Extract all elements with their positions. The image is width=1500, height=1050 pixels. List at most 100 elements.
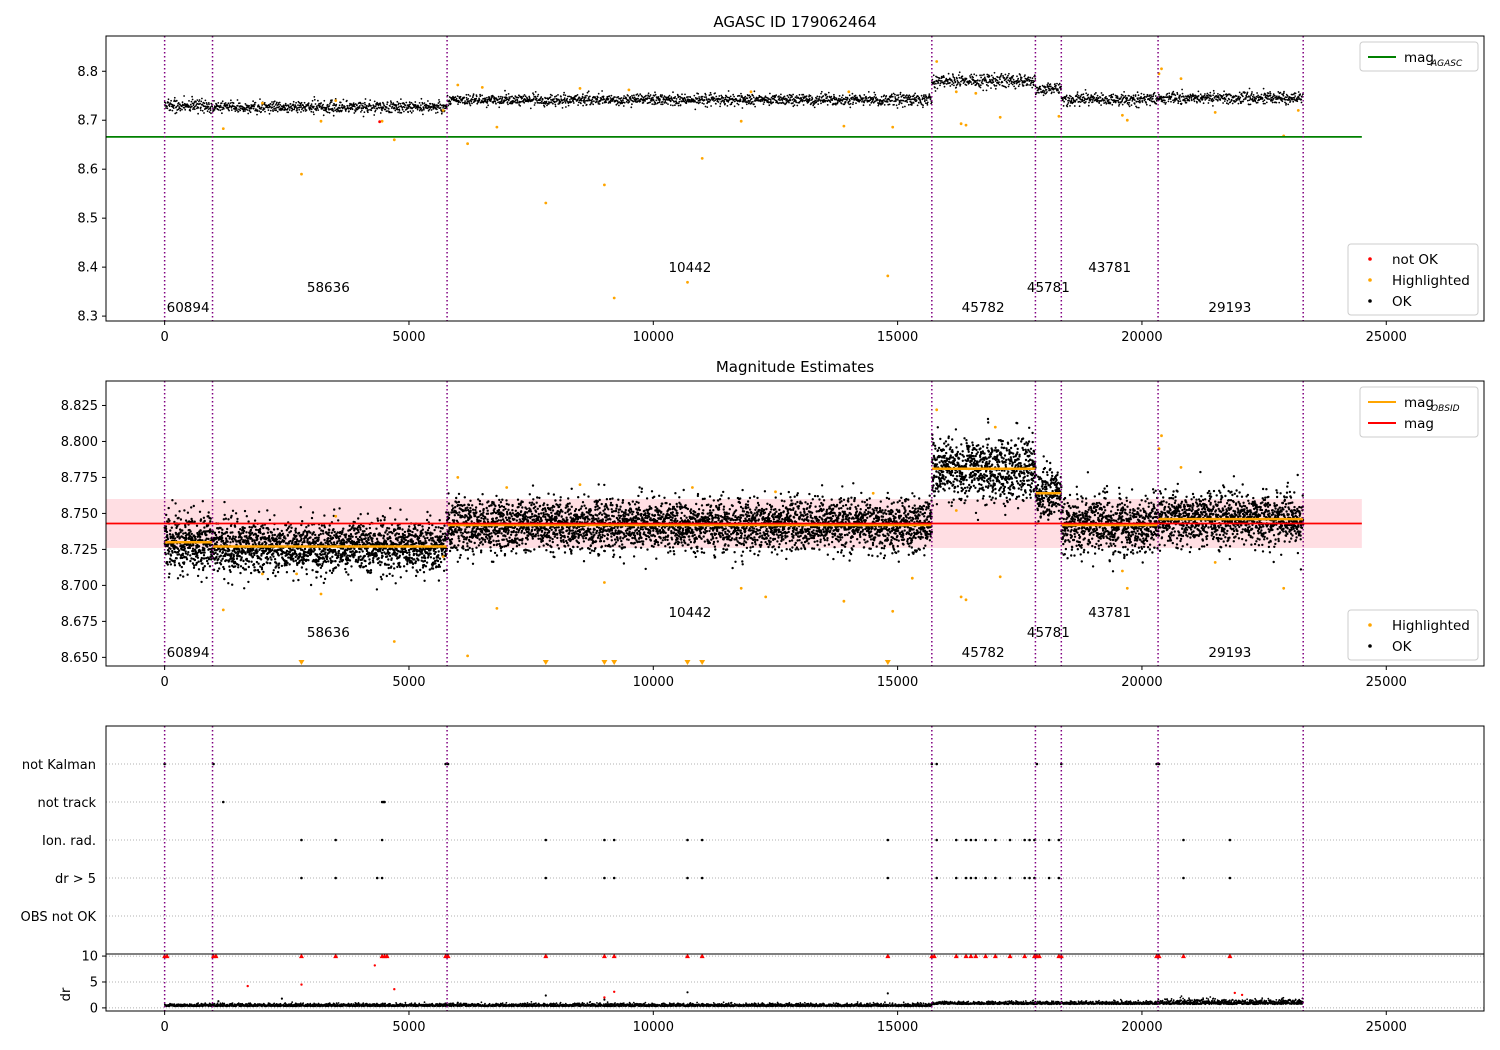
flag-point [1057, 838, 1061, 842]
x-axis: 0 5000 10000 15000 20000 25000 [160, 666, 1407, 690]
chart-title: AGASC ID 179062464 [713, 13, 876, 31]
below-range-marker [611, 660, 618, 665]
plot-area [106, 36, 1362, 321]
legend-label: OK [1392, 639, 1413, 655]
legend-frame [1359, 386, 1479, 438]
dr-clipped-marker [992, 954, 998, 959]
y-tick-label: 8.825 [61, 399, 98, 414]
not-ok-point [378, 120, 382, 124]
x-tick-label: 15000 [877, 675, 918, 690]
plot-area [106, 954, 1484, 1011]
x-tick-label: 5000 [392, 1020, 425, 1035]
y-tick-label: 8.700 [61, 579, 98, 594]
flag-point [954, 838, 958, 842]
y-tick-label: 8.6 [77, 163, 98, 178]
legend-dot-swatch [1368, 257, 1372, 261]
flag-point [994, 876, 997, 880]
legend-label: mag [1404, 395, 1434, 411]
below-range-marker [601, 660, 608, 665]
flag-point [1047, 838, 1051, 842]
x-tick-label: 20000 [1121, 1020, 1162, 1035]
below-range-marker [298, 660, 305, 665]
flag-category-label: not Kalman [22, 758, 96, 773]
chart-title: Magnitude Estimates [716, 358, 874, 376]
flag-category-label: Ion. rad. [42, 834, 96, 849]
legend-label: Highlighted [1392, 273, 1470, 289]
flag-point [375, 876, 379, 880]
legend-frame [1347, 243, 1479, 316]
dr-clipped-marker [601, 954, 607, 959]
dr-clipped-marker [963, 954, 969, 959]
legend-label: not OK [1392, 252, 1439, 268]
ok-points [163, 71, 1304, 118]
flag-point [1028, 838, 1031, 842]
legend-label-subscript: OBSID [1431, 404, 1460, 414]
legend-label: mag [1404, 50, 1434, 66]
y-axis: 8.650 8.675 8.700 8.725 8.750 8.775 8.800 8.825 [61, 399, 106, 666]
flag-point [984, 838, 987, 842]
y-tick-label: 8.5 [77, 212, 98, 227]
flag-point [964, 876, 968, 880]
flag-point [1028, 876, 1031, 880]
obsid-label: 43781 [1088, 260, 1131, 276]
x-tick-label: 5000 [392, 330, 425, 345]
x-tick-label: 0 [160, 675, 168, 690]
flag-point [1008, 876, 1012, 880]
highlighted-points [221, 60, 1300, 300]
y-axis: 0 5 10 [81, 950, 106, 1016]
flag-point [974, 876, 978, 880]
flag-point [886, 876, 890, 880]
flag-point [1023, 876, 1026, 880]
flag-point [974, 838, 978, 842]
y-tick-label: 8.4 [77, 261, 98, 276]
y-tick-label: 8.8 [77, 65, 98, 80]
flag-point [334, 876, 337, 880]
obsid-label: 58636 [307, 280, 350, 296]
flag-point [954, 876, 958, 880]
y-tick-label: 8.775 [61, 471, 98, 486]
flag-point [886, 838, 890, 842]
y-axis: 8.3 8.4 8.5 8.6 8.7 8.8 [77, 65, 106, 325]
flag-point [1057, 876, 1061, 880]
axes-frame [105, 35, 1485, 322]
plot-area [106, 381, 1362, 666]
y-tick-label: 8.725 [61, 543, 98, 558]
flag-point [964, 838, 968, 842]
y-tick-label: 8.800 [61, 435, 98, 450]
y-tick-label: 10 [81, 950, 98, 965]
dr-clipped-marker [973, 954, 979, 959]
flag-point [1008, 838, 1012, 842]
y-tick-label: 8.750 [61, 507, 98, 522]
flag-point [612, 876, 616, 880]
x-tick-label: 15000 [877, 1020, 918, 1035]
obsid-label: 60894 [167, 645, 210, 661]
dr-clipped-marker [298, 954, 304, 959]
x-tick-label: 15000 [877, 330, 918, 345]
dr-clipped-marker [445, 954, 451, 959]
obsid-label: 43781 [1088, 605, 1131, 621]
obsid-label: 10442 [668, 605, 711, 621]
dr-clipped-marker [384, 954, 390, 959]
legend-label-subscript: AGASC [1430, 59, 1463, 69]
dr-clipped-marker [611, 954, 617, 959]
x-tick-label: 10000 [633, 675, 674, 690]
dr-clipped-marker [1022, 954, 1028, 959]
obsid-label: 29193 [1208, 300, 1251, 316]
below-range-marker [684, 660, 691, 665]
flag-point [334, 838, 337, 842]
below-range-marker [542, 660, 549, 665]
obsid-label: 45781 [1027, 280, 1070, 296]
obsid-label: 60894 [167, 300, 210, 316]
dr-clipped-marker [684, 954, 690, 959]
legend: not OK Highlighted OK [1347, 243, 1479, 316]
x-tick-label: 25000 [1366, 1020, 1407, 1035]
flag-point [700, 838, 704, 842]
dr-clipped-marker [1058, 954, 1064, 959]
x-tick-label: 0 [160, 330, 168, 345]
flag-point [1035, 762, 1039, 766]
x-tick-label: 25000 [1366, 330, 1407, 345]
flag-point [603, 876, 606, 880]
legend-label: Highlighted [1392, 618, 1470, 634]
agasc-magnitude-panel: 60894 58636 10442 45782 45781 43781 29193 0 5000… [77, 13, 1485, 345]
